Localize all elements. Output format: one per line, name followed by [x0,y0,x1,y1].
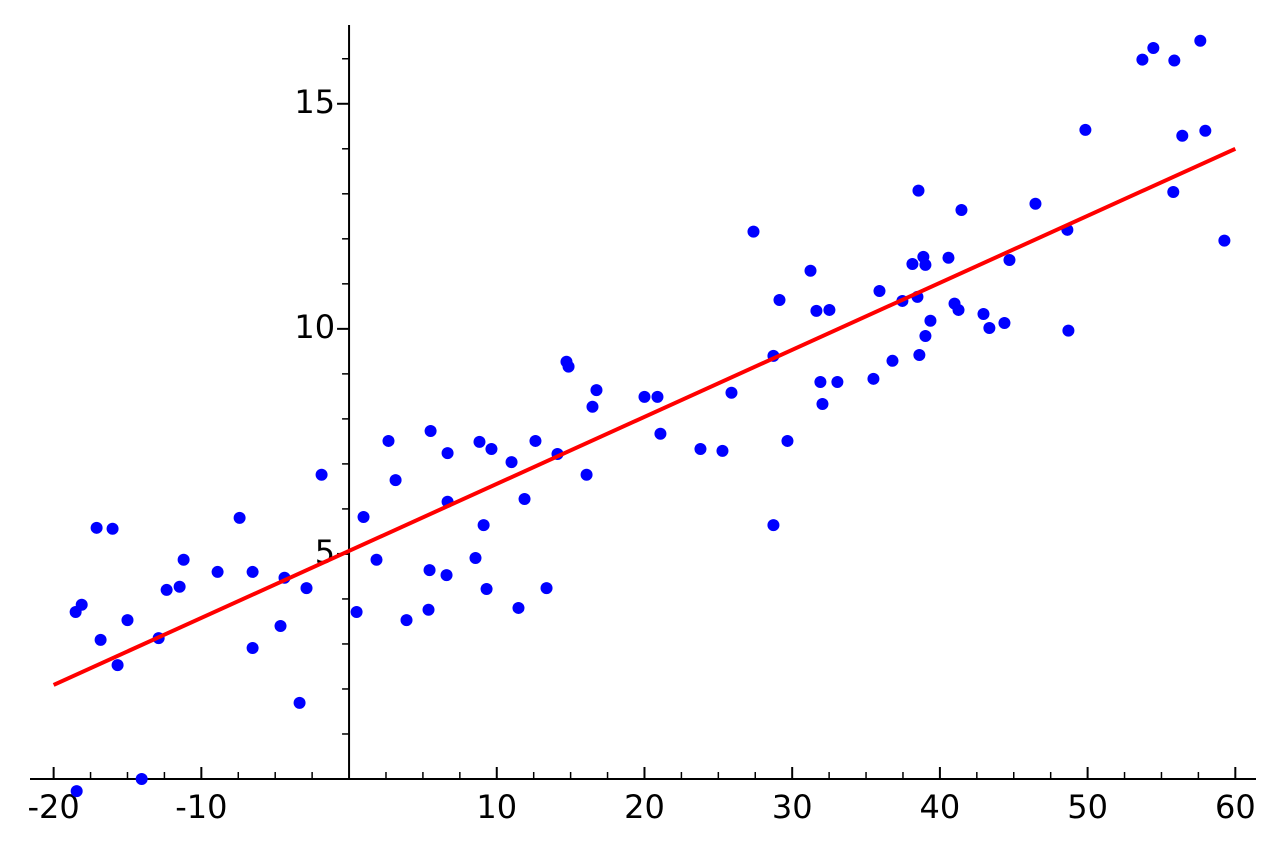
point [480,583,493,596]
point [518,493,531,506]
point [75,598,88,611]
point [111,659,124,672]
point [1029,197,1042,210]
point [919,258,932,271]
point [529,434,542,447]
point [716,444,729,457]
point [804,264,817,277]
point [424,425,437,438]
point [590,384,603,397]
point [983,321,996,334]
point [867,372,880,385]
fit-line [52,146,1237,687]
point [1147,41,1160,54]
point [747,225,760,238]
y-tick-label: 15 [294,83,335,121]
point [1218,234,1231,247]
point [694,443,707,456]
point [562,360,575,373]
y-tick-label: 10 [294,308,335,346]
point [919,330,932,343]
point [580,468,593,481]
point [924,314,937,327]
point [135,773,148,785]
point [173,580,186,593]
point [293,696,306,709]
point [886,354,899,367]
point [121,614,134,627]
point [586,400,599,413]
point [106,522,119,535]
point [823,303,836,316]
point [177,553,190,566]
point [90,521,103,534]
point [913,348,926,361]
point [1168,54,1181,67]
point [651,390,664,403]
point [233,511,246,524]
point [485,443,498,456]
point [1194,34,1207,47]
point [540,582,553,595]
point [440,569,453,582]
point [382,434,395,447]
point [400,614,413,627]
point [1062,324,1075,337]
point [767,519,780,532]
point [638,390,651,403]
point [810,304,823,317]
x-tick-label: 50 [1067,788,1108,826]
point [246,642,259,655]
point [473,435,486,448]
point [477,519,490,532]
point [274,619,287,632]
point [423,564,436,577]
x-tick-label: -20 [28,788,80,826]
point [1176,129,1189,142]
point [773,294,786,307]
x-tick-label: 30 [772,788,813,826]
point [906,258,919,271]
point [505,456,518,469]
point [816,398,829,411]
point [357,511,370,524]
point [912,184,925,197]
point [977,307,990,320]
point [350,605,363,618]
point [1003,253,1016,266]
x-tick-label: 10 [476,788,517,826]
point [1199,124,1212,137]
point [70,785,83,798]
point [160,583,173,596]
point [422,603,435,616]
point [211,565,224,578]
point [654,427,667,440]
x-tick-label: 20 [624,788,665,826]
x-tick-label: 40 [920,788,961,826]
point [955,204,968,217]
point [300,582,313,595]
point [1079,123,1092,136]
point [1136,53,1149,66]
point [725,386,738,399]
point [94,633,107,646]
point [831,375,844,388]
point [441,447,454,460]
point [512,601,525,614]
point [389,474,402,487]
point [873,285,886,298]
point [814,375,827,388]
point [952,303,965,316]
point [781,434,794,447]
point [942,251,955,264]
point [246,565,259,578]
point [1167,186,1180,199]
point [469,551,482,564]
x-tick-label: 60 [1215,788,1256,826]
point [998,316,1011,329]
x-tick-label: -10 [175,788,227,826]
point [315,468,328,481]
point [370,553,383,566]
